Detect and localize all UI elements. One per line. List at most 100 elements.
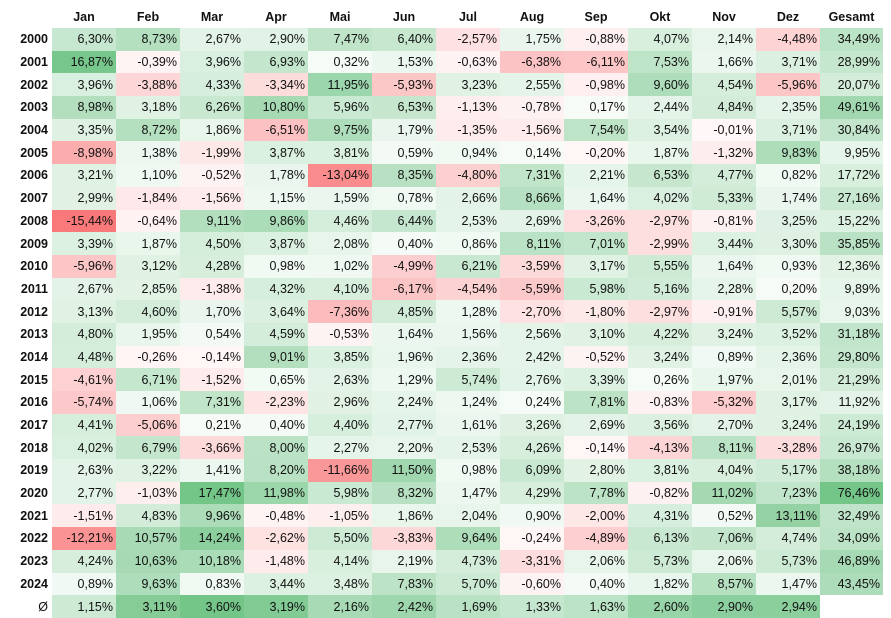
return-cell: -1,80% xyxy=(564,300,628,323)
return-cell: 4,48% xyxy=(52,345,116,369)
return-cell: 7,83% xyxy=(372,572,436,596)
return-cell: 2,77% xyxy=(372,413,436,437)
return-cell: 2,99% xyxy=(52,186,116,210)
return-cell: 2,76% xyxy=(500,368,564,391)
return-cell: -5,93% xyxy=(372,73,436,97)
column-header-nov: Nov xyxy=(712,9,736,24)
return-cell: 11,95% xyxy=(308,73,372,97)
year-row: 2007 2,99% -1,84% -1,56% 1,15% 1,59% 0,78% 2,66… xyxy=(4,186,883,210)
return-cell: 2,06% xyxy=(564,549,628,573)
return-cell: 1,15% xyxy=(244,186,308,210)
return-cell: 5,73% xyxy=(628,549,692,573)
return-cell: 5,33% xyxy=(692,186,756,210)
return-cell: 4,83% xyxy=(116,504,180,528)
corner-cell xyxy=(4,5,52,28)
return-cell: 6,09% xyxy=(500,459,564,482)
return-cell: 1,97% xyxy=(692,368,756,391)
year-label: 2021 xyxy=(20,508,48,523)
return-cell: -8,98% xyxy=(52,141,116,165)
total-cell: 20,07% xyxy=(820,73,883,97)
total-cell: 15,22% xyxy=(820,209,883,233)
return-cell: 2,69% xyxy=(500,209,564,233)
return-cell: 5,55% xyxy=(628,254,692,278)
return-cell: 6,71% xyxy=(116,368,180,391)
return-cell: 3,71% xyxy=(756,118,820,142)
year-label: 2012 xyxy=(20,304,48,319)
return-cell: 1,69% xyxy=(436,595,500,618)
return-cell: 2,85% xyxy=(116,277,180,301)
total-cell: 46,89% xyxy=(820,549,883,573)
return-cell: 11,98% xyxy=(244,481,308,505)
return-cell: 7,81% xyxy=(564,391,628,414)
return-cell: -2,97% xyxy=(628,300,692,323)
return-cell: 4,50% xyxy=(180,232,244,255)
year-row: 2016 -5,74% 1,06% 7,31% -2,23% 2,96% 2,24% 1,24… xyxy=(4,391,883,414)
return-cell: -0,14% xyxy=(180,345,244,369)
return-cell: 3,48% xyxy=(308,572,372,596)
return-cell: 2,14% xyxy=(692,28,756,51)
column-header-feb: Feb xyxy=(136,9,160,24)
return-cell: 1,56% xyxy=(436,322,500,346)
return-cell: -0,83% xyxy=(628,391,692,414)
return-cell: 0,89% xyxy=(692,345,756,369)
return-cell: -0,52% xyxy=(180,164,244,187)
return-cell: 8,72% xyxy=(116,118,180,142)
return-cell: -1,52% xyxy=(180,368,244,391)
return-cell: -3,66% xyxy=(180,436,244,460)
year-label: 2019 xyxy=(20,463,48,478)
total-cell: 43,45% xyxy=(820,572,883,596)
total-cell xyxy=(820,595,883,618)
return-cell: -0,88% xyxy=(564,28,628,51)
year-label: 2020 xyxy=(20,486,48,501)
return-cell: 7,01% xyxy=(564,232,628,255)
return-cell: 2,66% xyxy=(436,186,500,210)
return-cell: -1,05% xyxy=(308,504,372,528)
year-row: 2019 2,63% 3,22% 1,41% 8,20% -11,66% 11,50% 0,9… xyxy=(4,459,883,482)
return-cell: 0,89% xyxy=(52,572,116,596)
return-cell: 4,26% xyxy=(500,436,564,460)
return-cell: -2,70% xyxy=(500,300,564,323)
return-cell: 7,54% xyxy=(564,118,628,142)
return-cell: 2,67% xyxy=(52,277,116,301)
return-cell: -5,59% xyxy=(500,277,564,301)
year-row: 2013 4,80% 1,95% 0,54% 4,59% -0,53% 1,64% 1,56%… xyxy=(4,322,883,346)
return-cell: 0,90% xyxy=(500,504,564,528)
year-row: 2011 2,67% 2,85% -1,38% 4,32% 4,10% -6,17% -4,5… xyxy=(4,277,883,301)
return-cell: 2,36% xyxy=(756,345,820,369)
return-cell: 1,02% xyxy=(308,254,372,278)
return-cell: 2,06% xyxy=(692,549,756,573)
return-cell: -0,64% xyxy=(116,209,180,233)
year-row: 2021 -1,51% 4,83% 9,96% -0,48% -1,05% 1,86% 2,0… xyxy=(4,504,883,528)
return-cell: 9,11% xyxy=(180,209,244,233)
return-cell: 9,63% xyxy=(116,572,180,596)
return-cell: 10,57% xyxy=(116,527,180,550)
return-cell: 1,47% xyxy=(756,572,820,596)
return-cell: 8,20% xyxy=(244,459,308,482)
return-cell: 7,47% xyxy=(308,28,372,51)
return-cell: -13,04% xyxy=(308,164,372,187)
return-cell: 0,65% xyxy=(244,368,308,391)
return-cell: 0,14% xyxy=(500,141,564,165)
return-cell: 2,77% xyxy=(52,481,116,505)
year-row: 2009 3,39% 1,87% 4,50% 3,87% 2,08% 0,40% 0,86% 8… xyxy=(4,232,883,255)
return-cell: 2,70% xyxy=(692,413,756,437)
return-cell: 0,59% xyxy=(372,141,436,165)
return-cell: 3,24% xyxy=(692,322,756,346)
return-cell: 2,67% xyxy=(180,28,244,51)
return-cell: 3,17% xyxy=(564,254,628,278)
return-cell: -15,44% xyxy=(52,209,116,233)
return-cell: 7,31% xyxy=(180,391,244,414)
year-label: 2022 xyxy=(20,531,48,546)
column-header-gesamt: Gesamt xyxy=(828,9,875,24)
year-label: 2013 xyxy=(20,327,48,342)
return-cell: 17,47% xyxy=(180,481,244,505)
return-cell: 6,93% xyxy=(244,50,308,74)
return-cell: -2,57% xyxy=(436,28,500,51)
column-header-dez: Dez xyxy=(776,9,800,24)
return-cell: 0,24% xyxy=(500,391,564,414)
return-cell: -0,20% xyxy=(564,141,628,165)
return-cell: 1,79% xyxy=(372,118,436,142)
total-cell: 12,36% xyxy=(820,254,883,278)
return-cell: 3,64% xyxy=(244,300,308,323)
return-cell: 2,56% xyxy=(500,322,564,346)
